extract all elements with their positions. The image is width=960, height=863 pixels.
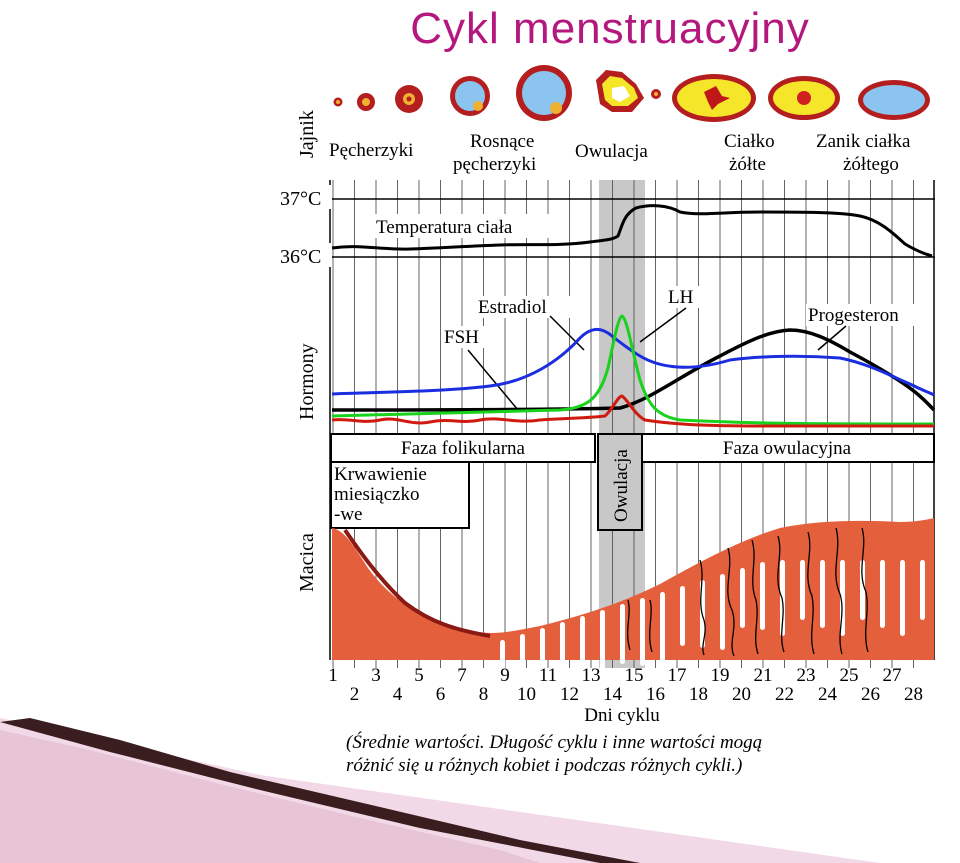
bleeding-label-1: Krwawienie [334,464,427,485]
uterus-gland [900,560,905,636]
stage-label-growing: Rosnące [470,131,534,152]
stage-label-corpus-luteum: Ciałko [724,131,775,152]
uterus-gland [500,640,505,700]
day-label: 22 [775,684,794,705]
stage-label-regression-2: żółtego [843,154,899,175]
uterus-gland [660,592,665,668]
lh-label: LH [668,287,694,308]
day-label: 1 [328,665,338,686]
uterus-gland [620,604,625,664]
ovary-follicle-drawings [333,65,930,122]
x-axis-label: Dni cyklu [584,705,660,726]
day-label: 12 [560,684,579,705]
day-label: 8 [479,684,489,705]
day-label: 23 [797,665,816,686]
row-label-uterus: Macica [296,533,318,592]
day-label: 19 [711,665,730,686]
lh-curve [331,314,935,426]
uterus-gland [680,586,685,646]
day-label: 11 [539,665,557,686]
day-label: 27 [883,665,902,686]
day-label: 3 [371,665,381,686]
ovulatory-phase-box [640,433,935,463]
ovulatory-phase-label: Faza owulacyjna [723,438,852,459]
bleeding-box [330,461,470,529]
uterus-gland [520,634,525,702]
fsh-label: FSH [444,327,479,348]
row-label-ovary: Jajnik [296,110,318,158]
estradiol-label: Estradiol [478,297,547,318]
stage-label-corpus-luteum-2: żółte [729,154,766,175]
uterus-gland [820,560,825,628]
uterus-lining [332,518,934,704]
temp-37-label: 37°C [280,188,321,210]
day-label: 9 [500,665,510,686]
page-title: Cykl menstruacyjny [410,4,810,53]
day-label: 10 [517,684,536,705]
day-label: 15 [625,665,644,686]
uterus-gland [740,568,745,628]
ovulation-band [599,180,645,668]
decorative-swoosh [0,718,880,863]
day-label: 20 [732,684,751,705]
day-label: 16 [646,684,665,705]
uterus-gland [880,560,885,628]
stage-label-ovulation: Owulacja [575,141,648,162]
footnote-line-1: (Średnie wartości. Długość cyklu i inne … [346,731,762,753]
ovulation-box-label: Owulacja [611,449,632,522]
day-label: 7 [457,665,467,686]
progesteron-label: Progesteron [808,305,899,326]
day-label: 5 [414,665,424,686]
day-label: 17 [668,665,687,686]
uterus-gland [800,560,805,620]
day-axis-labels: 1 3 5 7 9 11 13 15 17 19 21 23 25 272 4 6 8 10 12 14 16 18 20 2… [328,665,923,705]
day-label: 6 [436,684,446,705]
day-label: 26 [861,684,880,705]
stage-label-follicles: Pęcherzyki [329,140,413,161]
uterus-gland [920,560,925,620]
bleeding-label-2: miesiączko [334,484,419,505]
day-label: 4 [393,684,403,705]
day-label: 28 [904,684,923,705]
day-label: 24 [818,684,838,705]
ovulation-box [597,433,643,531]
day-label: 14 [603,684,623,705]
row-label-hormones: Hormony [296,343,318,420]
temperature-label: Temperatura ciała [376,217,513,238]
uterus-gland [580,616,585,684]
stage-label-growing-2: pęcherzyki [453,154,536,175]
uterus-gland [600,610,605,686]
estradiol-curve [331,328,935,397]
uterus-gland [540,628,545,704]
fsh-curve [331,394,934,428]
bleeding-label-3: -we [334,504,362,525]
day-label: 2 [350,684,360,705]
uterus-gland [720,574,725,650]
temp-36-label: 36°C [280,246,321,268]
day-label: 21 [754,665,773,686]
temperature-curve [331,204,933,258]
footnote-line-2: różnić się u różnych kobiet i podczas ró… [346,755,742,776]
follicular-phase-box [330,433,596,463]
uterus-gland [640,598,645,666]
day-label: 25 [840,665,859,686]
follicular-phase-label: Faza folikularna [401,438,526,459]
day-label: 13 [582,665,601,686]
stage-label-regression: Zanik ciałka [816,131,911,152]
day-label: 18 [689,684,708,705]
uterus-gland [860,560,865,620]
uterus-gland [560,622,565,682]
uterus-gland [760,562,765,630]
